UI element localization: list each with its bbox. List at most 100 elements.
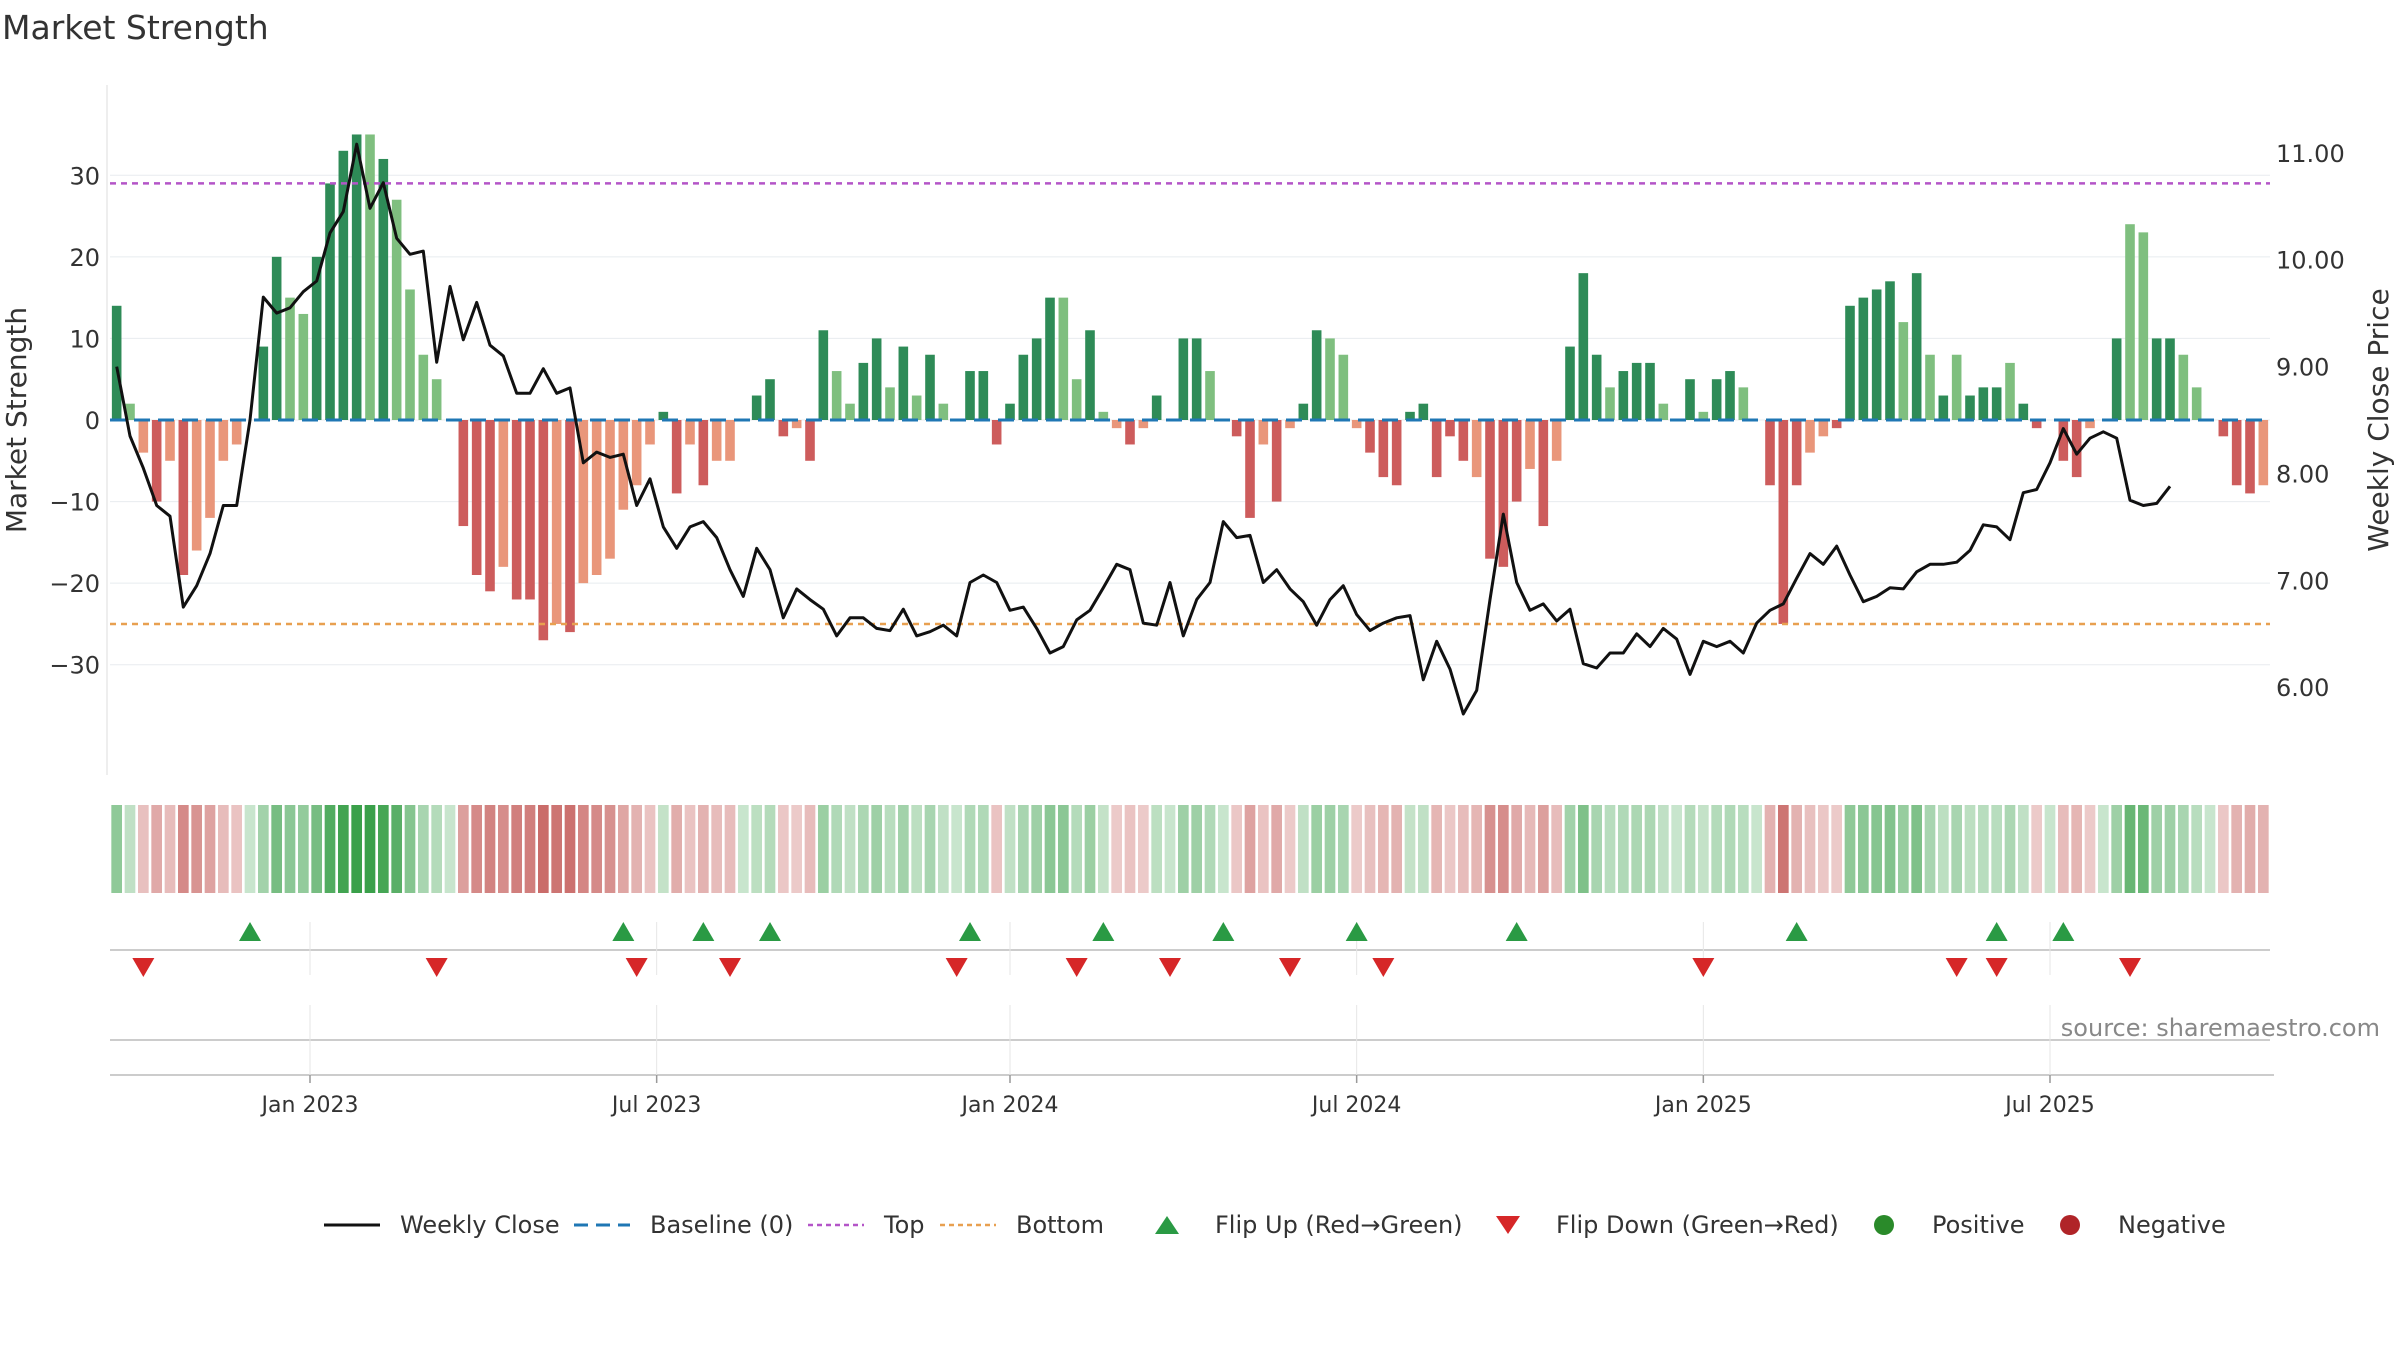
strength-bar (885, 387, 895, 420)
strength-bar (631, 420, 642, 486)
heat-cell (1858, 805, 1869, 893)
heat-cell (658, 805, 669, 893)
strength-bar (2218, 420, 2229, 437)
flip-up-marker (1985, 922, 2008, 941)
flip-down-marker (425, 958, 448, 977)
heat-cell (1471, 805, 1482, 893)
legend-item: Bottom (938, 1205, 1104, 1245)
strength-bar (1725, 371, 1735, 420)
heat-cell (1338, 805, 1349, 893)
strength-bar (1271, 420, 1282, 502)
heat-cell (698, 805, 709, 893)
heat-cell (578, 805, 589, 893)
flip-down-marker (719, 958, 741, 977)
heat-cell (2258, 805, 2269, 893)
legend-marker (2060, 1215, 2080, 1235)
heat-cell (1484, 805, 1496, 893)
heat-cell (831, 805, 842, 893)
strength-bar (1885, 281, 1895, 420)
flip-up-marker (1212, 922, 1235, 941)
strength-bar (471, 420, 482, 575)
strength-bar (858, 362, 869, 420)
flip-down-marker (1945, 958, 1968, 977)
weekly-close-line (115, 142, 2172, 716)
legend-item: Flip Up (Red→Green) (1137, 1205, 1463, 1245)
y-tick-label: 30 (69, 162, 100, 190)
strength-bar (2151, 338, 2162, 420)
strength-bar (1285, 420, 1295, 429)
legend-label: Top (884, 1211, 925, 1239)
strength-bar (1591, 354, 1602, 420)
heat-cell (1884, 805, 1896, 893)
strength-bar (1978, 387, 1989, 420)
heat-cell (1871, 805, 1882, 893)
legend-item: Negative (2040, 1205, 2226, 1245)
flip-up-marker (1345, 922, 1368, 941)
strength-bar (2018, 403, 2029, 420)
heat-cell (1524, 805, 1536, 893)
heat-cell (644, 805, 656, 893)
heat-cell (1431, 805, 1442, 893)
strength-bar (2085, 420, 2095, 429)
strength-bar (1951, 354, 1962, 420)
heat-cell (1124, 805, 1136, 893)
y-tick-label: −20 (49, 570, 100, 598)
legend-label: Negative (2118, 1211, 2226, 1239)
heat-cell (1231, 805, 1242, 893)
heat-cell (978, 805, 989, 893)
strength-bar (1538, 420, 1549, 527)
y2-tick-label: 10.00 (2276, 247, 2345, 275)
heat-cell (1364, 805, 1376, 893)
strength-bar (1191, 338, 1202, 420)
heat-cell (2218, 805, 2229, 893)
flip-up-marker (1505, 922, 1528, 941)
heat-cell (898, 805, 909, 893)
heat-cell (2018, 805, 2029, 893)
strength-bar (2178, 354, 2189, 420)
heat-cell (1951, 805, 1962, 893)
strength-bar (565, 420, 575, 633)
strength-bar (1258, 420, 1269, 445)
strength-bar (978, 371, 989, 420)
heat-cell (1071, 805, 1082, 893)
strength-bar (191, 420, 202, 551)
strength-bar (751, 395, 762, 420)
legend-swatch (1155, 1216, 1179, 1234)
heat-cell (324, 805, 336, 893)
strength-bar (1325, 338, 1335, 420)
heat-cell (191, 805, 202, 893)
strength-bar (1471, 420, 1482, 478)
heat-cell (1604, 805, 1616, 893)
heat-cell (2191, 805, 2202, 893)
strength-bar (925, 354, 935, 420)
y-axis-label: Market Strength (0, 307, 33, 533)
strength-bar (1445, 420, 1455, 437)
heat-cell (604, 805, 616, 893)
heat-cell (1444, 805, 1456, 893)
heat-cell (511, 805, 522, 893)
heat-cell (2138, 805, 2149, 893)
heat-cell (1631, 805, 1642, 893)
heat-cell (471, 805, 482, 893)
heat-cell (271, 805, 282, 893)
strength-bar (818, 330, 829, 420)
heat-cell (1991, 805, 2002, 893)
heat-cell (2164, 805, 2176, 893)
flip-up-marker (1785, 922, 1808, 941)
heat-cell (2031, 805, 2042, 893)
strength-bar (351, 134, 362, 420)
heat-cell (951, 805, 962, 893)
y2-tick-label: 8.00 (2276, 460, 2329, 488)
flip-up-marker (1092, 922, 1115, 941)
strength-bar (685, 420, 695, 445)
heat-cell (738, 805, 749, 893)
strength-bar (2231, 420, 2242, 486)
strength-bar (1365, 420, 1375, 453)
heat-cell (138, 805, 149, 893)
flip-down-marker (2119, 958, 2141, 977)
y-tick-label: 20 (69, 244, 100, 272)
heat-cell (258, 805, 269, 893)
heat-cell (378, 805, 389, 893)
legend-label: Positive (1932, 1211, 2025, 1239)
strength-bar (178, 420, 189, 575)
